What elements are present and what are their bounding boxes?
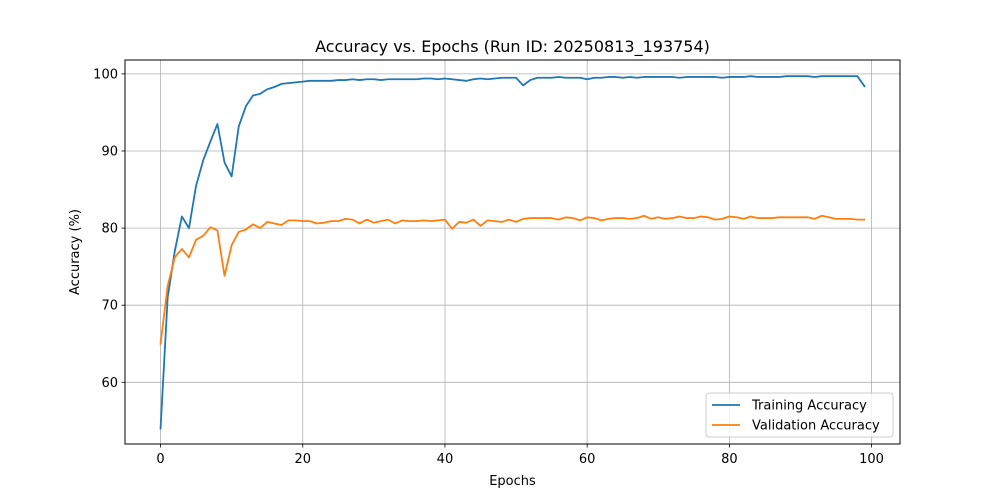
legend: Training Accuracy Validation Accuracy [705, 392, 894, 438]
y-tick-label: 80 [101, 222, 118, 237]
legend-label: Training Accuracy [751, 399, 867, 414]
x-tick-label: 0 [156, 452, 164, 467]
legend-label: Validation Accuracy [752, 419, 880, 434]
series-line-validation-accuracy [159, 214, 866, 345]
legend-box [705, 392, 894, 438]
chart-title: Accuracy vs. Epochs (Run ID: 20250813_19… [315, 37, 710, 57]
x-tick-label: 80 [721, 452, 738, 467]
y-axis-ticks: 60 70 80 90 100 [93, 67, 125, 391]
series-line-training-accuracy [159, 75, 866, 430]
y-tick-label: 90 [101, 144, 118, 159]
y-axis-label: Accuracy (%) [68, 209, 83, 295]
x-axis-ticks: 0 20 40 60 80 100 [156, 444, 884, 467]
x-tick-label: 40 [437, 452, 454, 467]
x-tick-label: 20 [294, 452, 311, 467]
y-tick-label: 100 [93, 67, 118, 82]
series-layer [159, 75, 866, 430]
x-tick-label: 60 [579, 452, 596, 467]
x-axis-label: Epochs [489, 474, 536, 489]
y-tick-label: 60 [101, 376, 118, 391]
x-tick-label: 100 [859, 452, 884, 467]
gridlines [125, 60, 900, 444]
y-tick-label: 70 [101, 299, 118, 314]
plot-frame [124, 59, 901, 445]
